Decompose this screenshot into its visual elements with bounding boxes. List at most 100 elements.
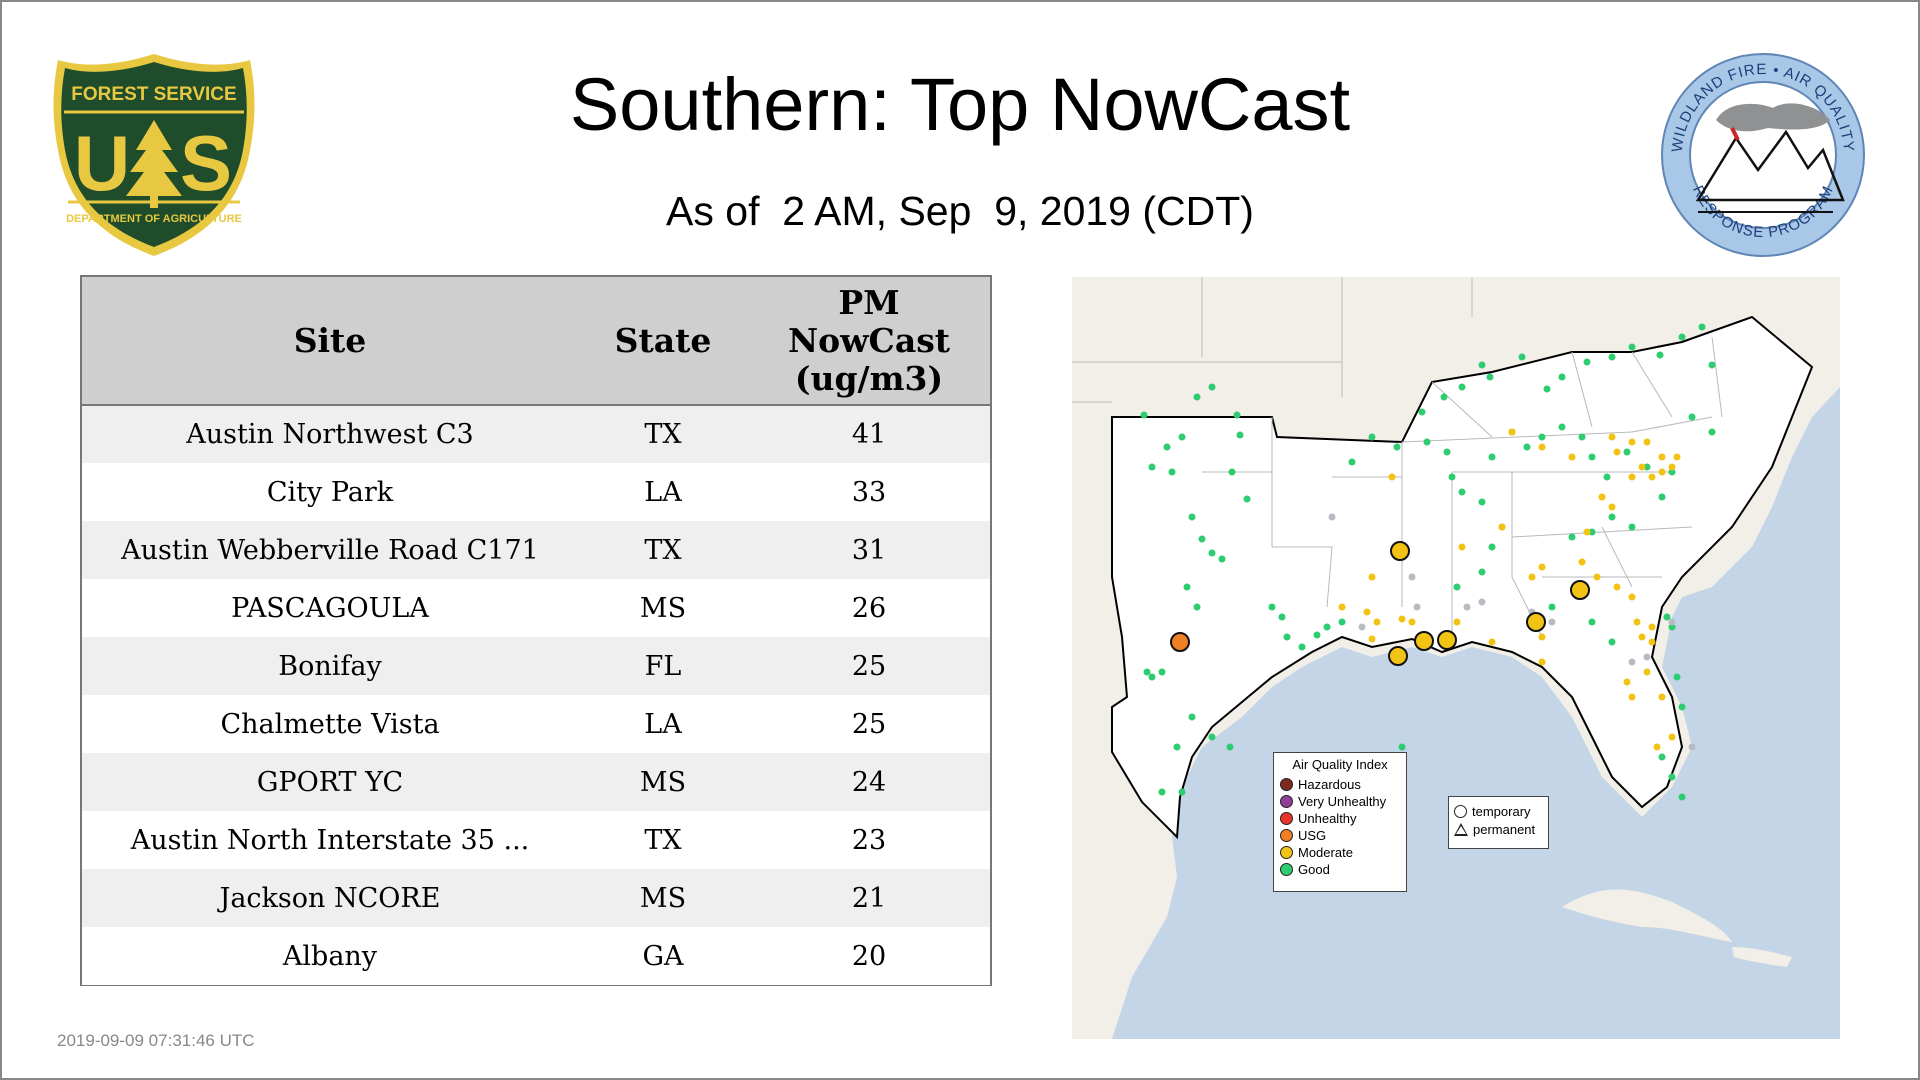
monitor-marker (1408, 618, 1416, 626)
monitor-marker (1368, 573, 1376, 581)
monitor-marker (1608, 353, 1616, 361)
top-site-marker (1526, 612, 1546, 632)
cell-site: Jackson NCORE (219, 882, 441, 914)
cell-state: FL (644, 650, 682, 682)
top-site-marker (1570, 580, 1590, 600)
hazardous-swatch (1280, 778, 1293, 791)
table-row: Austin Northwest C3 TX 41 (82, 405, 990, 463)
triangle-icon (1454, 822, 1468, 836)
monitor-marker (1338, 603, 1346, 611)
legend-item-temporary: temporary (1454, 802, 1543, 820)
legend-label: Hazardous (1298, 777, 1361, 792)
svg-text:U: U (74, 119, 130, 207)
monitor-marker (1208, 383, 1216, 391)
nowcast-table: Site State PM NowCast (ug/m3) Austin Nor… (80, 275, 992, 986)
legend-label: Unhealthy (1298, 811, 1357, 826)
cell-value: 25 (851, 708, 887, 740)
monitor-marker (1178, 433, 1186, 441)
cell-site: Bonifay (278, 650, 382, 682)
cell-state: GA (642, 940, 684, 972)
monitor-marker (1448, 473, 1456, 481)
monitor-marker (1673, 673, 1681, 681)
monitor-marker (1558, 373, 1566, 381)
monitor-marker (1208, 733, 1216, 741)
cell-value: 26 (851, 592, 887, 624)
monitor-marker (1218, 555, 1226, 563)
aqi-map[interactable] (1072, 277, 1840, 1039)
monitor-marker (1518, 353, 1526, 361)
cell-state: MS (639, 882, 687, 914)
top-site-marker (1390, 541, 1410, 561)
monitor-marker (1393, 443, 1401, 451)
table-row: GPORT YC MS 24 (82, 753, 990, 811)
monitor-marker (1243, 495, 1251, 503)
cell-site: City Park (266, 476, 394, 508)
monitor-marker (1298, 643, 1306, 651)
monitor-marker (1268, 603, 1276, 611)
monitor-marker (1633, 618, 1641, 626)
legend-label: Very Unhealthy (1298, 794, 1387, 809)
moderate-swatch (1280, 846, 1293, 859)
monitor-marker (1663, 613, 1671, 621)
monitor-marker (1208, 549, 1216, 557)
monitor-marker (1228, 468, 1236, 476)
monitor-marker (1588, 618, 1596, 626)
monitor-marker (1478, 598, 1486, 606)
cell-value: 41 (851, 419, 887, 450)
monitor-marker (1508, 428, 1516, 436)
monitor-marker (1373, 618, 1381, 626)
monitor-marker (1358, 623, 1366, 631)
monitor-type-legend: temporary permanent (1448, 796, 1549, 849)
monitor-marker (1613, 448, 1621, 456)
monitor-marker (1643, 463, 1651, 471)
forest-service-logo: FOREST SERVICE U S DEPARTMENT OF AGRICUL… (50, 50, 258, 260)
table-row: City Park LA 33 (82, 463, 990, 521)
monitor-marker (1440, 393, 1448, 401)
top-site-marker (1388, 646, 1408, 666)
monitor-marker (1418, 408, 1426, 416)
svg-text:FOREST SERVICE: FOREST SERVICE (71, 84, 236, 105)
monitor-marker (1588, 453, 1596, 461)
monitor-marker (1548, 603, 1556, 611)
usg-swatch (1280, 829, 1293, 842)
legend-item-very-unhealthy: Very Unhealthy (1280, 793, 1400, 810)
map-canvas (1072, 277, 1840, 1039)
monitor-marker (1558, 423, 1566, 431)
cell-value: 31 (851, 534, 887, 566)
aqi-markers (1140, 323, 1716, 801)
monitor-marker (1328, 513, 1336, 521)
monitor-marker (1668, 618, 1676, 626)
header-pm-line2: NowCast (787, 320, 951, 360)
monitor-marker (1628, 693, 1636, 701)
monitor-marker (1638, 463, 1646, 471)
cell-site: Austin North Interstate 35 ... (130, 824, 530, 856)
monitor-marker (1453, 583, 1461, 591)
header-site: Site (82, 277, 578, 406)
monitor-marker (1348, 458, 1356, 466)
legend-item-moderate: Moderate (1280, 844, 1400, 861)
monitor-marker (1443, 448, 1451, 456)
monitor-marker (1486, 373, 1494, 381)
cell-state: LA (644, 708, 682, 740)
monitor-marker (1193, 603, 1201, 611)
legend-item-hazardous: Hazardous (1280, 776, 1400, 793)
monitor-marker (1688, 743, 1696, 751)
header-state: State (578, 277, 748, 406)
monitor-marker (1658, 453, 1666, 461)
legend-label: temporary (1472, 803, 1531, 819)
cell-value: 25 (851, 650, 887, 682)
monitor-marker (1458, 543, 1466, 551)
monitor-marker (1408, 573, 1416, 581)
monitor-marker (1628, 593, 1636, 601)
cell-state: MS (639, 766, 687, 798)
monitor-marker (1158, 788, 1166, 796)
cell-site: Albany (282, 940, 378, 972)
monitor-marker (1673, 453, 1681, 461)
table-header-row: Site State PM NowCast (ug/m3) (82, 277, 990, 406)
monitor-marker (1488, 543, 1496, 551)
monitor-marker (1628, 523, 1636, 531)
monitor-marker (1278, 613, 1286, 621)
monitor-marker (1653, 743, 1661, 751)
monitor-marker (1226, 743, 1234, 751)
